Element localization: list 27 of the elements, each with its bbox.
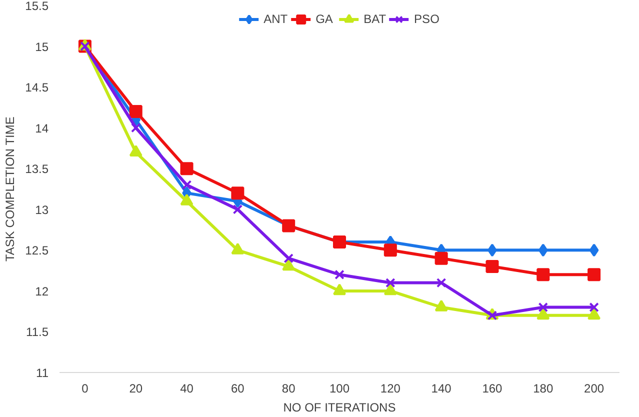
y-tick-label: 15 xyxy=(35,40,49,54)
x-tick-label: 160 xyxy=(482,382,503,396)
x-tick-label: 80 xyxy=(282,382,296,396)
y-tick-label: 12 xyxy=(35,284,49,298)
x-tick-label: 180 xyxy=(533,382,554,396)
legend-label: GA xyxy=(316,12,334,26)
y-tick-label: 14.5 xyxy=(25,80,49,95)
y-axis-title: TASK COMPLETION TIME xyxy=(3,116,18,262)
x-tick-label: 120 xyxy=(380,382,401,396)
x-tick-label: 60 xyxy=(231,382,245,396)
y-tick-label: 13.5 xyxy=(25,162,49,176)
y-tick-label: 11 xyxy=(36,366,49,380)
y-tick-label: 11.5 xyxy=(26,325,49,340)
legend-label: BAT xyxy=(364,12,386,26)
legend-label: PSO xyxy=(414,12,440,26)
x-tick-label: 20 xyxy=(129,382,143,396)
legend-label: ANT xyxy=(264,12,288,26)
x-tick-label: 0 xyxy=(82,382,89,396)
y-tick-label: 13 xyxy=(35,202,49,217)
x-axis-title: NO OF ITERATIONS xyxy=(283,400,396,414)
y-tick-label: 14 xyxy=(35,121,49,136)
y-tick-label: 12.5 xyxy=(25,244,49,258)
x-tick-label: 140 xyxy=(431,382,452,396)
x-tick-label: 40 xyxy=(180,382,194,396)
x-tick-label: 100 xyxy=(329,382,350,396)
y-tick-label: 15.5 xyxy=(25,0,49,13)
x-tick-label: 200 xyxy=(584,382,604,396)
